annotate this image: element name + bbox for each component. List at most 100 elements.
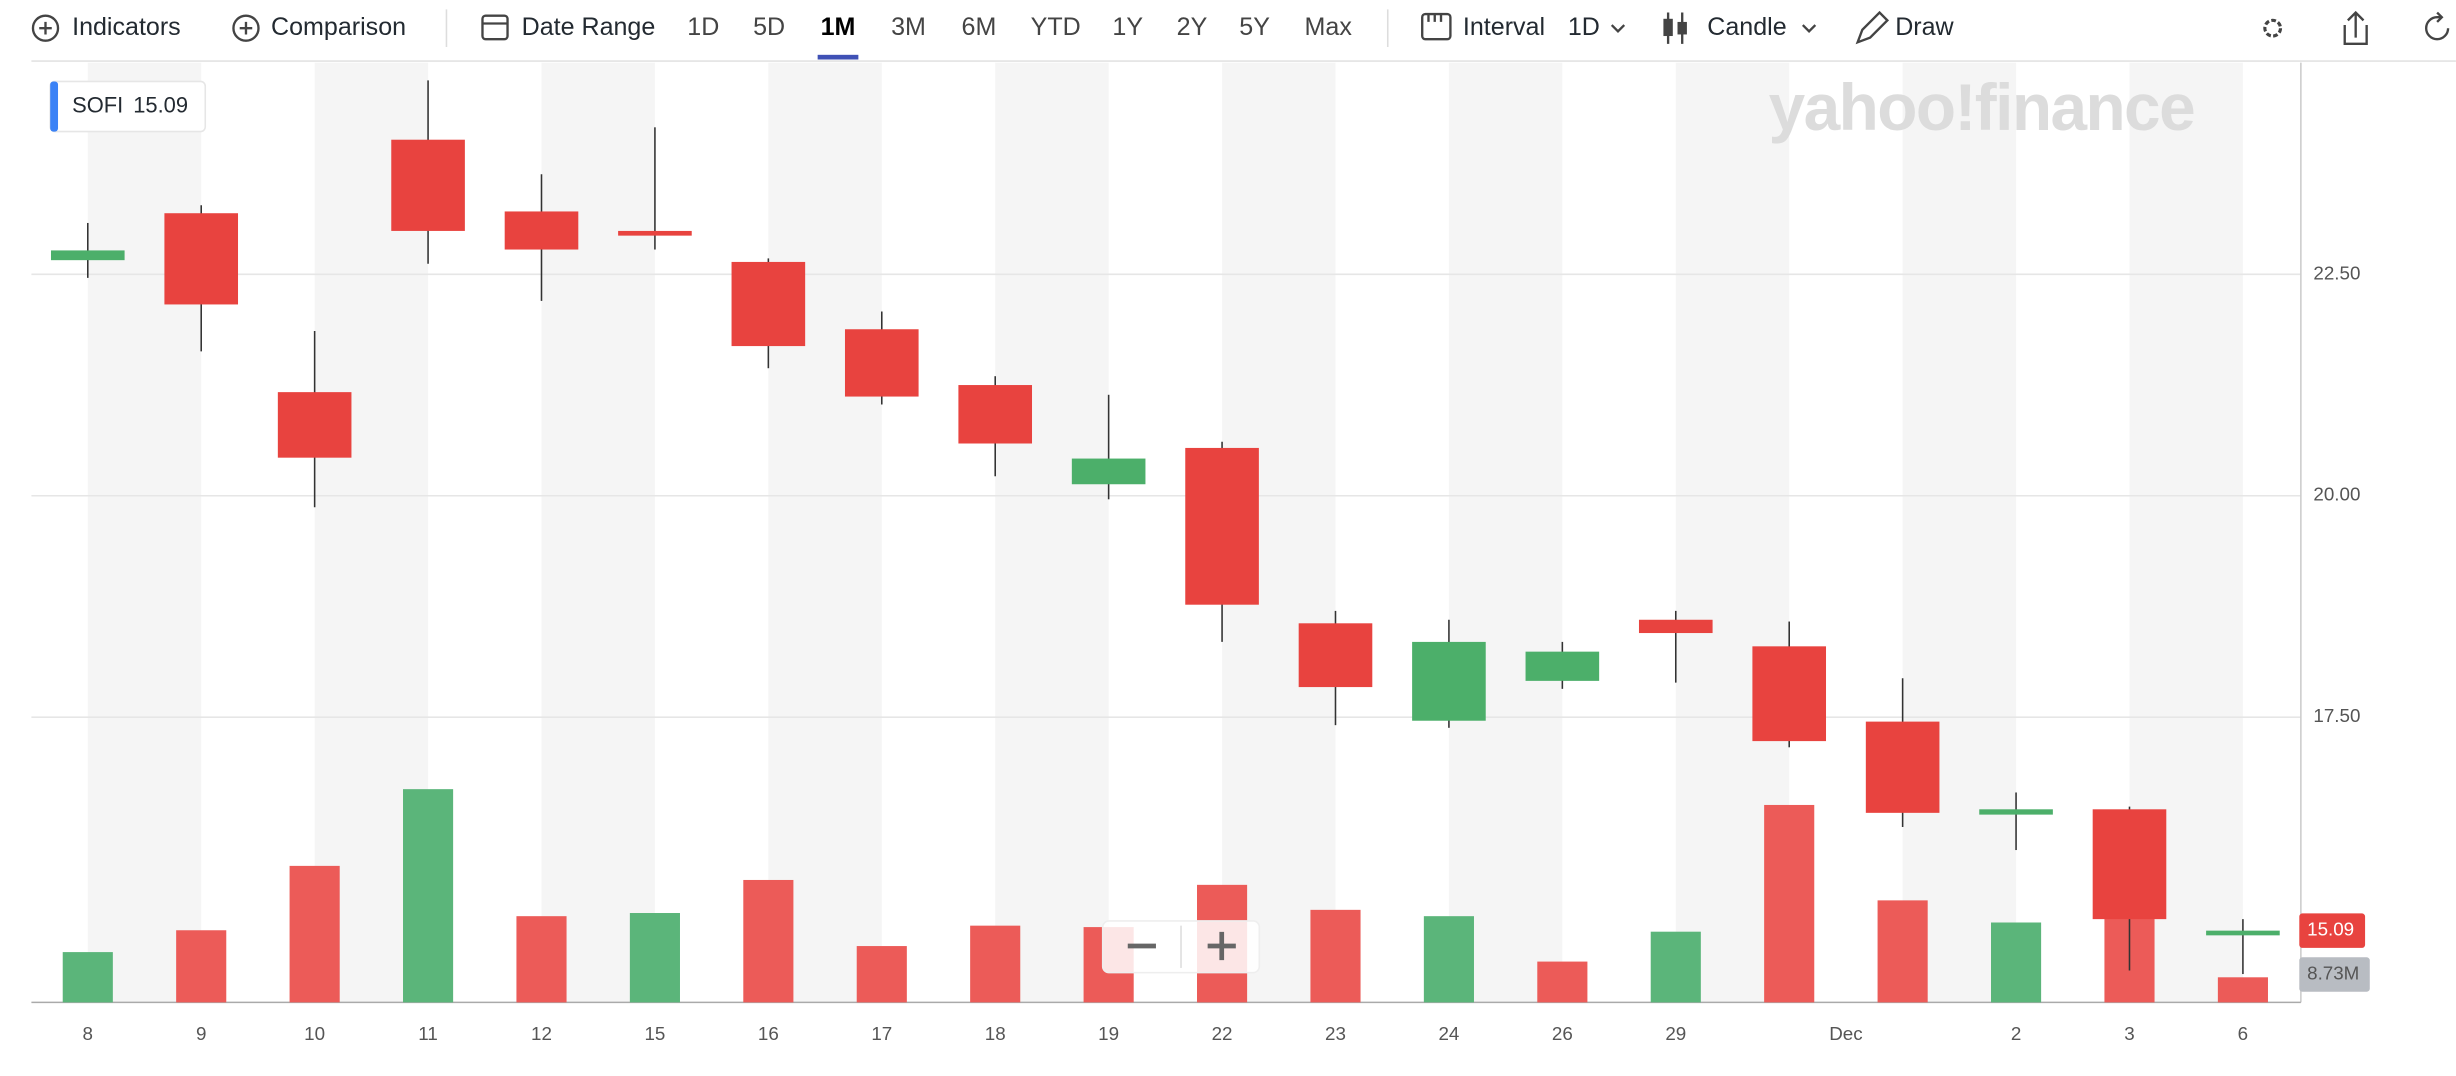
- volume-bar: [1764, 804, 1815, 1003]
- legend-symbol: SOFI: [72, 92, 123, 117]
- x-tick-label: 10: [304, 1023, 325, 1044]
- column-band: [541, 62, 655, 1003]
- comparison-button[interactable]: Comparison: [271, 13, 406, 41]
- volume-bar: [176, 930, 227, 1003]
- comparison-icon[interactable]: [232, 14, 260, 42]
- settings-icon[interactable]: [2263, 18, 2283, 38]
- candle-body: [1752, 646, 1827, 742]
- x-tick-label: 2: [2011, 1023, 2021, 1044]
- volume-bar: [289, 865, 340, 1003]
- candle-body: [1525, 651, 1600, 681]
- x-tick-label: 18: [985, 1023, 1006, 1044]
- candle-body: [391, 139, 465, 231]
- candle-body: [164, 213, 239, 305]
- candle-body: [1979, 809, 2053, 815]
- watermark: yahoo!finance: [1769, 70, 2194, 144]
- x-tick-label: 12: [531, 1023, 552, 1044]
- last-volume-badge: [2299, 957, 2370, 992]
- volume-bar: [1537, 961, 1588, 1003]
- candle-body: [50, 250, 125, 261]
- draw-button[interactable]: Draw: [1895, 13, 1954, 41]
- volume-bar: [1877, 900, 1928, 1003]
- last-price-badge: [2299, 913, 2366, 948]
- candle-body: [277, 392, 352, 458]
- interval-icon-ticks: [1427, 14, 1443, 22]
- range-button[interactable]: Max: [1305, 13, 1353, 41]
- legend-price: 15.09: [133, 92, 188, 117]
- active-range-underline: [817, 54, 859, 60]
- range-button[interactable]: 2Y: [1177, 13, 1208, 41]
- y-tick-label: 22.50: [2313, 262, 2360, 283]
- x-tick-label: 23: [1325, 1023, 1346, 1044]
- indicators-button[interactable]: Indicators: [72, 13, 181, 41]
- volume-bar: [743, 879, 794, 1003]
- column-band: [1902, 62, 2017, 1003]
- candle-body: [731, 261, 806, 347]
- range-button[interactable]: 1Y: [1112, 13, 1143, 41]
- x-tick-label: 16: [758, 1023, 779, 1044]
- candle-body: [2092, 809, 2167, 920]
- candle-body: [1865, 721, 1940, 813]
- share-icon[interactable]: [2343, 10, 2368, 46]
- range-button[interactable]: 5Y: [1239, 13, 1270, 41]
- candle-body: [618, 230, 692, 236]
- comparison-icon-plus: [239, 21, 253, 35]
- volume-bar: [1650, 931, 1701, 1003]
- legend-box: [49, 80, 207, 133]
- range-button[interactable]: YTD: [1031, 13, 1081, 41]
- range-button[interactable]: 1D: [687, 13, 719, 41]
- x-tick-label: 29: [1665, 1023, 1686, 1044]
- volume-bar: [516, 916, 567, 1003]
- volume-bar: [1423, 916, 1474, 1003]
- volume-bar: [856, 946, 907, 1003]
- zoom-in-button[interactable]: [1207, 931, 1236, 961]
- candle-body: [2206, 930, 2280, 936]
- draw-icon[interactable]: [1855, 10, 1890, 45]
- range-button[interactable]: 6M: [962, 13, 997, 41]
- volume-bar: [629, 913, 680, 1003]
- range-button[interactable]: 1M: [821, 13, 856, 41]
- reset-icon[interactable]: [2425, 11, 2450, 41]
- last-volume-label: 8.73M: [2307, 962, 2359, 983]
- chart-style-button[interactable]: Candle: [1707, 13, 1786, 41]
- calendar-icon[interactable]: [481, 14, 509, 41]
- indicators-icon[interactable]: [31, 14, 60, 42]
- x-tick-label: 22: [1212, 1023, 1233, 1044]
- y-tick-label: 17.50: [2313, 705, 2360, 726]
- last-price-label: 15.09: [2307, 919, 2354, 940]
- toolbar: Indicators Comparison Date Range 1D 5D 1M 3…: [31, 9, 2450, 60]
- legend-swatch: [50, 81, 59, 132]
- column-band: [768, 62, 882, 1003]
- x-tick-label: 8: [83, 1023, 93, 1044]
- candle-icon[interactable]: [1663, 18, 1673, 37]
- interval-value[interactable]: 1D: [1568, 13, 1600, 41]
- x-tick-label: 15: [644, 1023, 665, 1044]
- candle-icon[interactable]: [1677, 21, 1687, 35]
- volume-bar: [970, 925, 1021, 1003]
- x-tick-label: 24: [1438, 1023, 1459, 1044]
- volume-bar: [1991, 922, 2042, 1003]
- x-tick-label: 26: [1552, 1023, 1573, 1044]
- volume-bar: [403, 789, 454, 1003]
- candle-body: [1071, 458, 1146, 485]
- x-tick-label: 11: [418, 1023, 438, 1044]
- range-button[interactable]: 5D: [753, 13, 785, 41]
- month-label: Dec: [1829, 1023, 1862, 1044]
- candle-body: [504, 211, 579, 250]
- range-button[interactable]: 3M: [891, 13, 926, 41]
- x-tick-label: 19: [1098, 1023, 1119, 1044]
- candle-body: [1412, 641, 1486, 721]
- volume-bar: [1310, 909, 1361, 1003]
- interval-label[interactable]: Interval: [1463, 13, 1545, 41]
- candle-body: [1185, 447, 1259, 605]
- interval-icon[interactable]: [1421, 12, 1452, 41]
- chart-style-chevron[interactable]: [1801, 24, 1817, 33]
- x-tick-label: 9: [196, 1023, 206, 1044]
- interval-chevron[interactable]: [1610, 24, 1626, 33]
- x-tick-label: 17: [871, 1023, 892, 1044]
- x-tick-label: 3: [2124, 1023, 2134, 1044]
- date-range-button[interactable]: Date Range: [522, 13, 656, 41]
- candle-body: [844, 329, 919, 397]
- volume-bar: [62, 952, 113, 1003]
